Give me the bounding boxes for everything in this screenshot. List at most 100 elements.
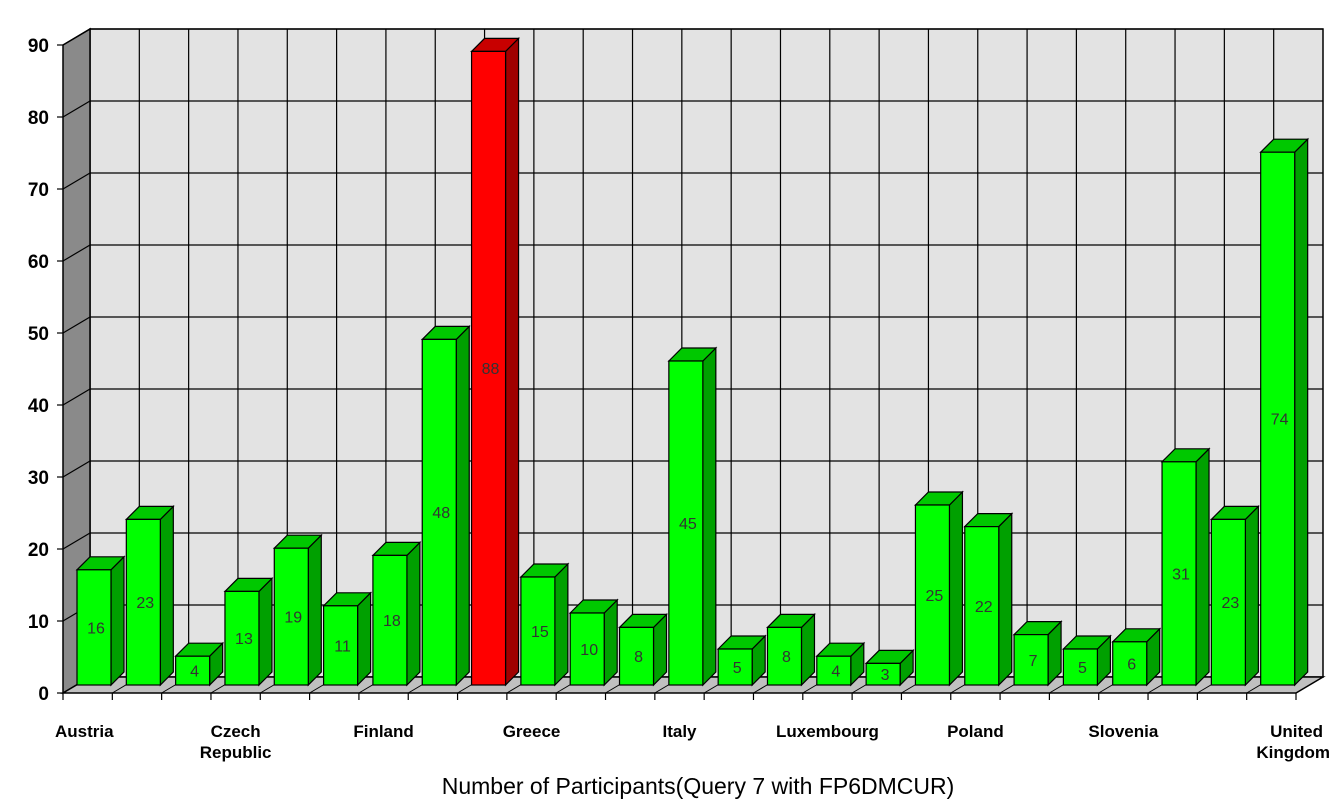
y-tick-label: 20 bbox=[28, 540, 49, 561]
bar-front bbox=[421, 338, 457, 686]
x-tick-label: Poland bbox=[947, 722, 1004, 741]
bar-front bbox=[224, 590, 260, 686]
bar-side bbox=[1195, 447, 1210, 687]
bar-front bbox=[273, 547, 309, 686]
x-tick-label: United Kingdom bbox=[1256, 722, 1330, 762]
gridline-side bbox=[62, 244, 91, 262]
bar-side bbox=[455, 324, 470, 687]
bar-front bbox=[569, 612, 605, 686]
x-tick-label-line: Greece bbox=[503, 722, 561, 741]
data-label: 6 bbox=[1127, 656, 1136, 673]
data-label: 11 bbox=[334, 638, 351, 655]
y-tick-label: 40 bbox=[28, 396, 49, 417]
data-label: 45 bbox=[679, 516, 697, 533]
gridline-side bbox=[62, 532, 91, 550]
bar-front bbox=[964, 525, 1000, 686]
data-label: 4 bbox=[831, 664, 840, 681]
bar: 5 bbox=[1061, 634, 1112, 687]
gridline-side bbox=[62, 460, 91, 478]
bar-front bbox=[76, 569, 112, 686]
bar: 7 bbox=[1012, 620, 1063, 687]
bar-front bbox=[1210, 518, 1246, 686]
x-tick-label-line: Poland bbox=[947, 722, 1004, 741]
y-tick-label: 30 bbox=[28, 468, 49, 489]
y-tick-label: 0 bbox=[38, 684, 49, 705]
bar-side bbox=[1244, 504, 1259, 687]
bar: 8 bbox=[766, 612, 816, 687]
bar: 74 bbox=[1259, 137, 1310, 687]
y-tick-label: 60 bbox=[28, 252, 49, 273]
bar: 11 bbox=[322, 591, 373, 687]
bar-side bbox=[702, 346, 717, 687]
bar-front bbox=[717, 648, 753, 686]
bar: 45 bbox=[667, 346, 718, 687]
y-tick-label: 50 bbox=[28, 324, 49, 345]
data-label: 3 bbox=[881, 667, 890, 684]
x-tick-label-line: Finland bbox=[353, 722, 413, 741]
x-tick-label: Austria bbox=[55, 722, 114, 741]
x-tick-label: Czech Republic bbox=[200, 722, 272, 762]
bar-front bbox=[618, 626, 655, 686]
bar-front bbox=[1260, 151, 1296, 686]
bar-side bbox=[554, 562, 569, 687]
bar-side bbox=[258, 576, 273, 687]
y-tick-label: 80 bbox=[28, 108, 49, 129]
x-tick-label-line: Czech bbox=[211, 722, 261, 741]
bar-side bbox=[603, 598, 618, 687]
bar: 23 bbox=[124, 504, 175, 687]
bar-front bbox=[520, 576, 556, 686]
bars: 16 23 4 13 19 11 18 48 88 15 10 8 45 5 8 4 3 25 22 7 5 6 31 23 7… bbox=[75, 36, 1310, 687]
gridline-side bbox=[62, 100, 91, 118]
bar: 22 bbox=[963, 512, 1014, 687]
bar-front bbox=[766, 626, 803, 686]
x-tick-label-line: Kingdom bbox=[1256, 743, 1330, 762]
data-label: 8 bbox=[634, 649, 643, 666]
bar: 15 bbox=[519, 562, 570, 687]
bar-side bbox=[159, 504, 174, 687]
bar-front bbox=[372, 554, 408, 686]
bar-side bbox=[504, 36, 520, 687]
x-tick-label-line: Italy bbox=[662, 722, 697, 741]
bar-front bbox=[1013, 633, 1049, 686]
bar-front bbox=[865, 662, 901, 686]
data-label: 22 bbox=[975, 599, 993, 616]
gridline-side bbox=[62, 172, 91, 190]
x-axis-labels: Austria Czech Republic Finland Greece Italy Lu… bbox=[55, 722, 1330, 762]
bar: 4 bbox=[815, 641, 866, 687]
bar: 3 bbox=[864, 648, 915, 687]
bar-side bbox=[357, 591, 372, 687]
bar-side bbox=[307, 533, 322, 687]
data-label: 88 bbox=[482, 361, 500, 378]
data-label: 74 bbox=[1271, 412, 1289, 429]
x-tick-label: Greece bbox=[503, 722, 561, 741]
data-label: 23 bbox=[1221, 595, 1239, 612]
bar-side bbox=[110, 555, 125, 687]
x-tick-label-line: Republic bbox=[200, 743, 272, 762]
bar-front bbox=[175, 655, 211, 686]
bar: 13 bbox=[223, 576, 274, 687]
gridline-side bbox=[62, 388, 91, 406]
bar-front bbox=[1062, 648, 1099, 686]
bar-side bbox=[948, 490, 964, 687]
bar: 10 bbox=[568, 598, 619, 687]
x-tick-label-line: Luxembourg bbox=[776, 722, 879, 741]
data-label: 25 bbox=[926, 588, 944, 605]
x-tick-label: Italy bbox=[662, 722, 697, 741]
bar: 31 bbox=[1160, 447, 1211, 687]
data-label: 23 bbox=[136, 595, 154, 612]
data-label: 16 bbox=[87, 620, 105, 637]
x-tick-label: Finland bbox=[353, 722, 413, 741]
data-label: 7 bbox=[1029, 653, 1038, 670]
data-label: 15 bbox=[531, 624, 549, 641]
bar: 48 bbox=[420, 324, 471, 687]
x-tick-label-line: Slovenia bbox=[1088, 722, 1158, 741]
bar-front bbox=[914, 504, 951, 686]
data-label: 10 bbox=[580, 642, 598, 659]
data-label: 48 bbox=[432, 505, 450, 522]
gridline-side bbox=[62, 316, 91, 334]
bar: 8 bbox=[618, 612, 668, 687]
data-label: 13 bbox=[235, 631, 253, 648]
bar-front bbox=[816, 655, 852, 686]
